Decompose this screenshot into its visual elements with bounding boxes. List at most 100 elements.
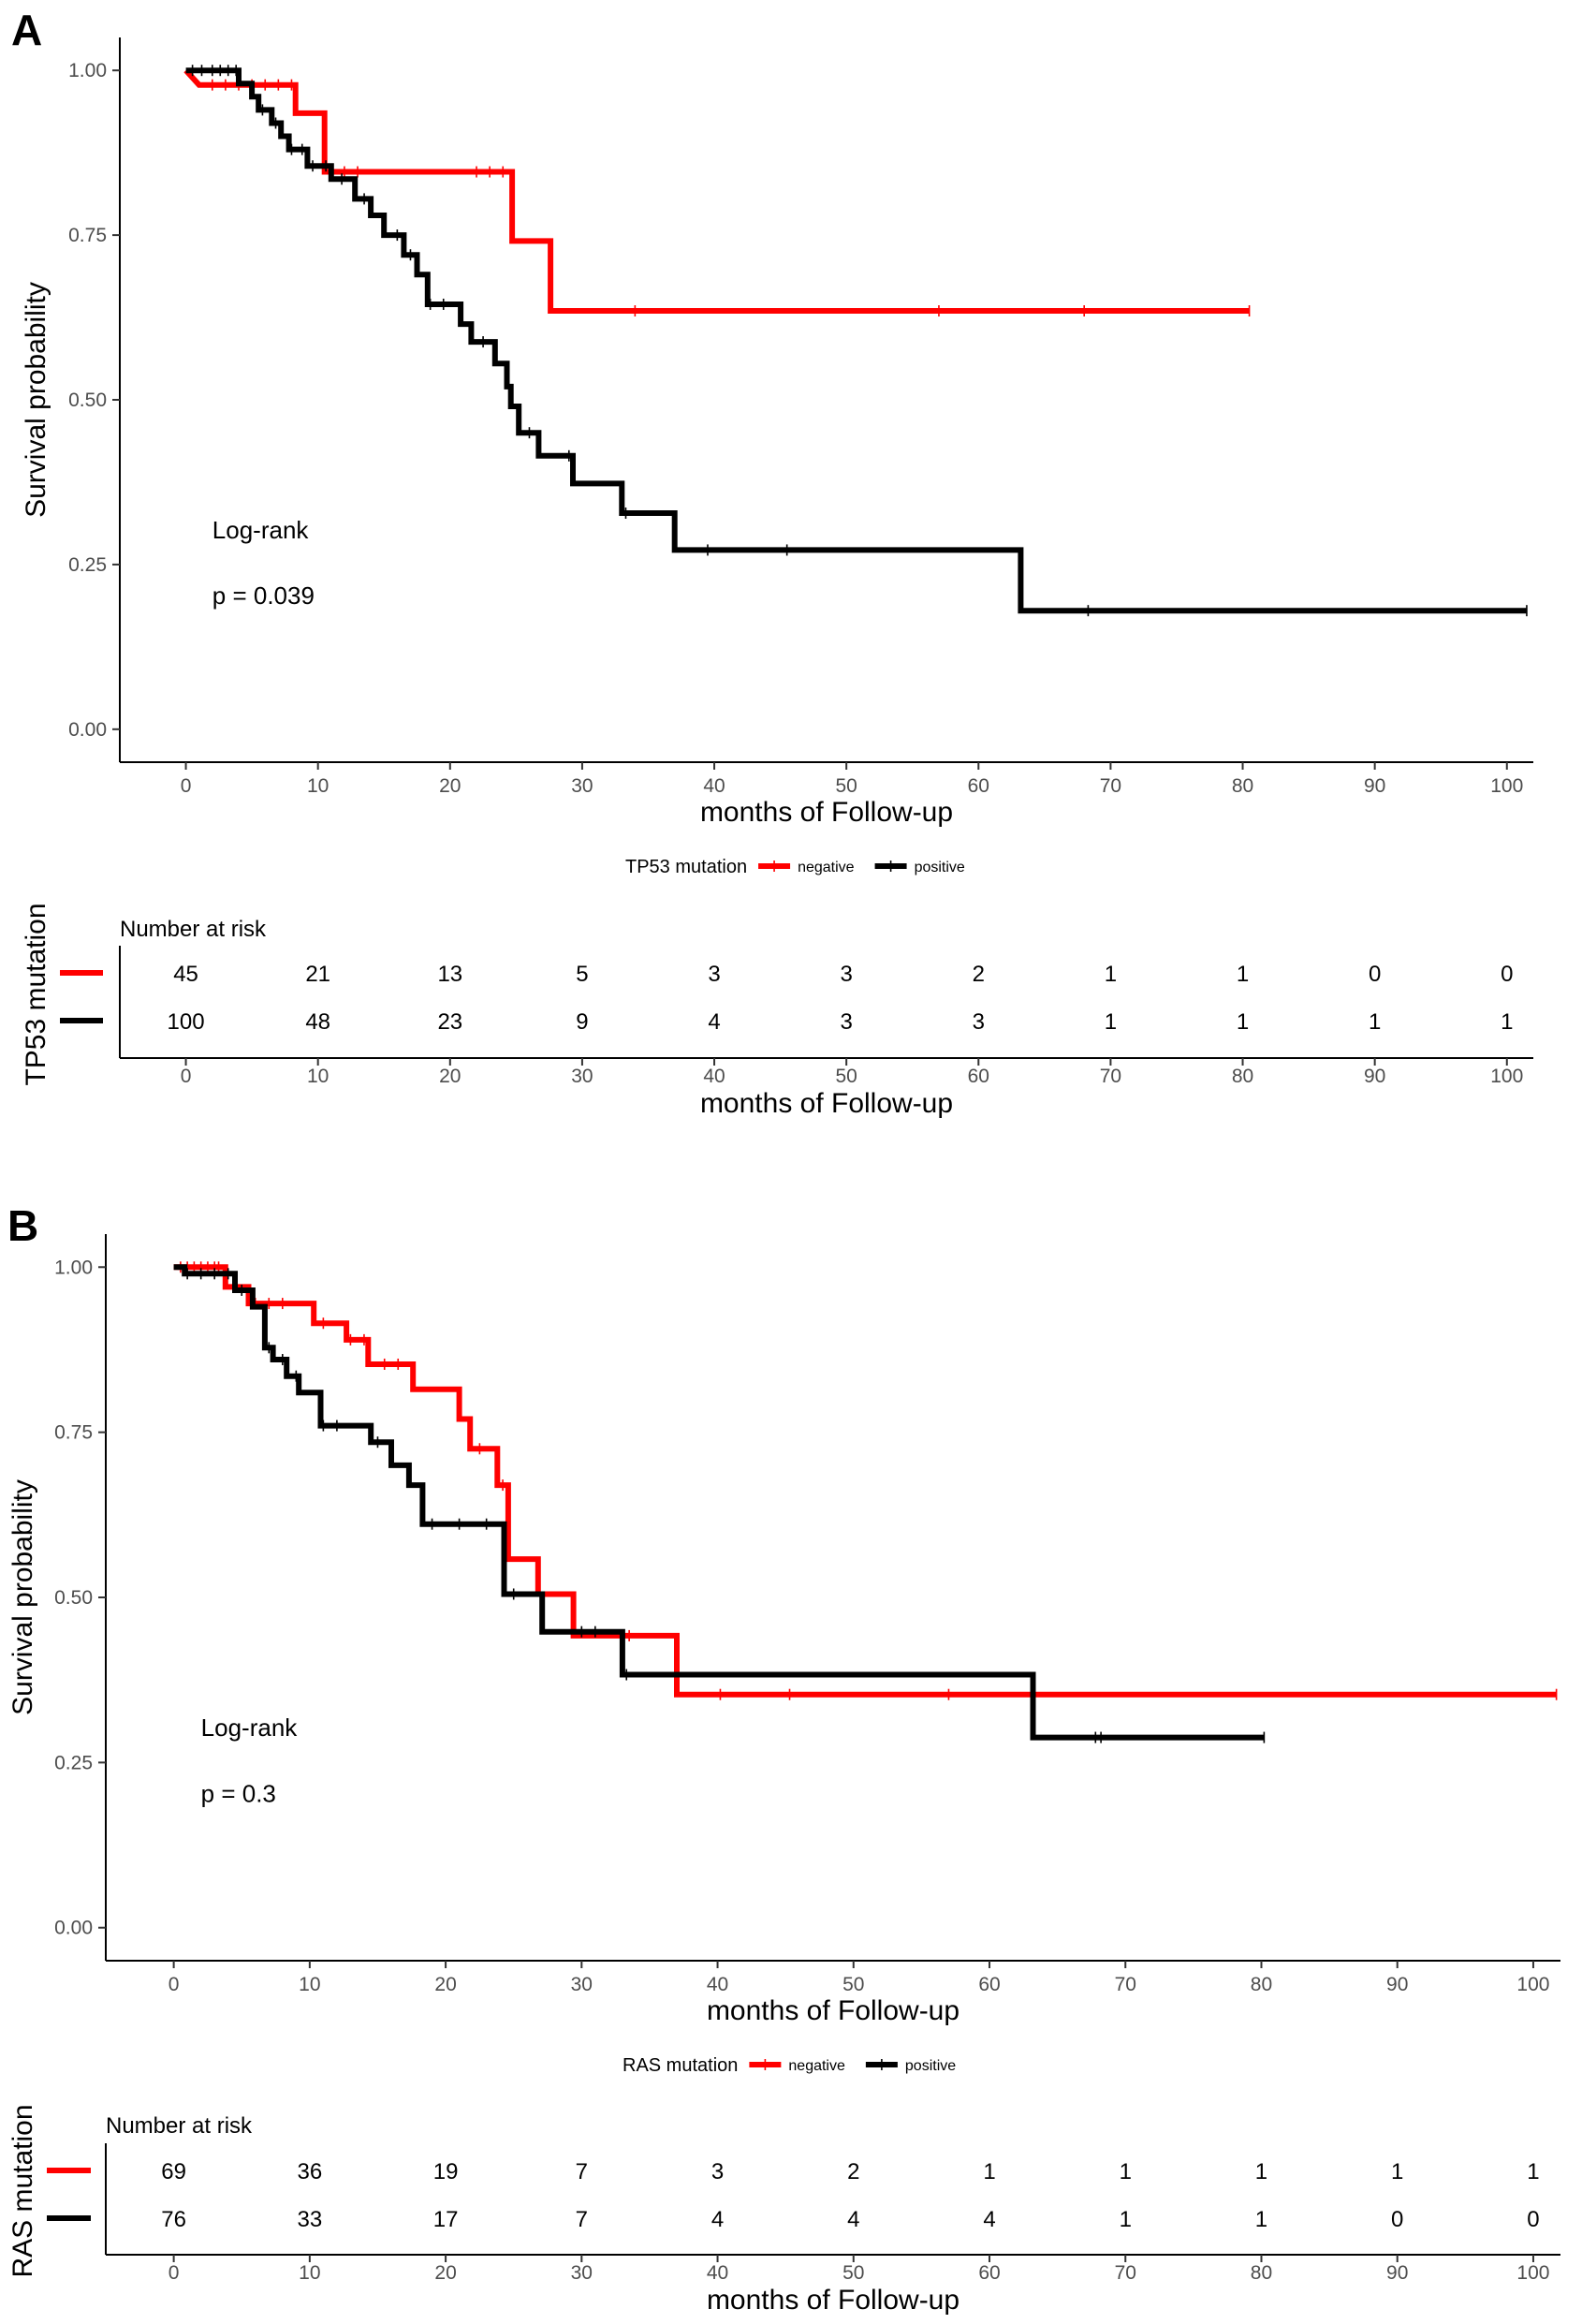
legend-label-positive: positive — [915, 860, 965, 875]
legend-title: TP53 mutation — [625, 857, 747, 877]
risk-x-tick-label: 80 — [1232, 1066, 1253, 1087]
x-axis-title: months of Follow-up — [700, 797, 953, 828]
x-tick-label: 80 — [1232, 775, 1253, 797]
risk-count-negative: 1 — [983, 2159, 995, 2184]
risk-count-negative: 1 — [1120, 2159, 1132, 2184]
test-label: Log-rank — [201, 1714, 299, 1742]
risk-x-tick-label: 10 — [307, 1066, 329, 1087]
x-tick-label: 70 — [1100, 775, 1121, 797]
risk-count-negative: 45 — [173, 962, 198, 987]
risk-count-negative: 36 — [297, 2159, 322, 2184]
risk-count-positive: 1 — [1237, 1009, 1249, 1035]
risk-count-positive: 23 — [437, 1009, 462, 1035]
y-tick-label: 0.00 — [68, 719, 107, 741]
risk-x-tick-label: 60 — [968, 1066, 989, 1087]
p-value: p = 0.039 — [212, 581, 315, 610]
risk-count-positive: 33 — [297, 2207, 322, 2232]
risk-count-negative: 1 — [1527, 2159, 1539, 2184]
survival-curve-positive — [173, 1264, 1265, 1741]
risk-count-positive: 1 — [1120, 2207, 1132, 2232]
risk-count-negative: 7 — [576, 2159, 588, 2184]
x-tick-label: 90 — [1386, 1974, 1408, 1995]
x-tick-label: 20 — [434, 1974, 456, 1995]
panel-letter: B — [7, 1201, 38, 1250]
x-tick-label: 0 — [168, 1974, 180, 1995]
legend-label-negative: negative — [788, 2058, 845, 2074]
risk-count-positive: 3 — [973, 1009, 985, 1035]
risk-count-positive: 9 — [576, 1009, 588, 1035]
risk-count-positive: 17 — [433, 2207, 459, 2232]
risk-count-negative: 0 — [1501, 962, 1513, 987]
risk-count-negative: 1 — [1237, 962, 1249, 987]
x-axis-title: months of Follow-up — [707, 1995, 959, 2026]
x-tick-label: 30 — [571, 1974, 593, 1995]
risk-count-positive: 4 — [708, 1009, 720, 1035]
risk-x-axis-title: months of Follow-up — [707, 2285, 959, 2316]
risk-x-axis-title: months of Follow-up — [700, 1088, 953, 1119]
y-tick-label: 0.50 — [54, 1587, 93, 1609]
risk-x-tick-label: 20 — [434, 2262, 456, 2284]
x-tick-label: 60 — [968, 775, 989, 797]
x-tick-label: 60 — [978, 1974, 1000, 1995]
risk-count-negative: 3 — [840, 962, 852, 987]
risk-group-label: TP53 mutation — [21, 903, 51, 1085]
risk-count-negative: 1 — [1255, 2159, 1267, 2184]
test-label: Log-rank — [212, 516, 310, 544]
risk-x-tick-label: 50 — [842, 2262, 864, 2284]
panel-letter: A — [11, 6, 42, 54]
risk-count-negative: 2 — [847, 2159, 859, 2184]
risk-count-negative: 5 — [576, 962, 588, 987]
risk-table: Number at risk 69 36 19 7 3 2 1 1 1 1 1 76 33 17 7 4 4 4 1 1… — [7, 2104, 1560, 2316]
survival-curve-negative — [183, 68, 1250, 314]
x-tick-label: 40 — [703, 775, 725, 797]
risk-x-tick-label: 40 — [707, 2262, 728, 2284]
risk-count-negative: 3 — [711, 2159, 724, 2184]
risk-count-positive: 7 — [576, 2207, 588, 2232]
risk-count-negative: 2 — [973, 962, 985, 987]
x-tick-label: 90 — [1364, 775, 1385, 797]
y-tick-label: 0.00 — [54, 1918, 93, 1939]
y-tick-label: 1.00 — [68, 60, 107, 81]
risk-count-positive: 1 — [1105, 1009, 1117, 1035]
risk-count-positive: 1 — [1369, 1009, 1381, 1035]
risk-x-tick-label: 20 — [439, 1066, 461, 1087]
x-tick-label: 80 — [1251, 1974, 1272, 1995]
x-tick-label: 100 — [1516, 1974, 1549, 1995]
risk-x-tick-label: 0 — [168, 2262, 180, 2284]
risk-x-tick-label: 30 — [571, 2262, 593, 2284]
risk-count-positive: 4 — [711, 2207, 724, 2232]
legend-label-positive: positive — [905, 2058, 956, 2074]
risk-x-tick-label: 50 — [835, 1066, 857, 1087]
risk-x-tick-label: 90 — [1364, 1066, 1385, 1087]
x-tick-label: 10 — [307, 775, 329, 797]
risk-count-negative: 13 — [437, 962, 462, 987]
risk-x-tick-label: 90 — [1386, 2262, 1408, 2284]
risk-x-tick-label: 60 — [978, 2262, 1000, 2284]
risk-count-negative: 19 — [433, 2159, 459, 2184]
risk-x-tick-label: 80 — [1251, 2262, 1272, 2284]
y-tick-label: 1.00 — [54, 1257, 93, 1278]
risk-count-negative: 1 — [1391, 2159, 1403, 2184]
risk-count-negative: 1 — [1105, 962, 1117, 987]
risk-count-negative: 0 — [1369, 962, 1381, 987]
risk-count-positive: 48 — [305, 1009, 330, 1035]
risk-count-negative: 3 — [708, 962, 720, 987]
x-tick-label: 100 — [1490, 775, 1523, 797]
risk-x-tick-label: 40 — [703, 1066, 725, 1087]
risk-count-positive: 4 — [983, 2207, 995, 2232]
risk-count-positive: 76 — [161, 2207, 186, 2232]
risk-count-positive: 0 — [1391, 2207, 1403, 2232]
risk-x-tick-label: 70 — [1100, 1066, 1121, 1087]
risk-x-tick-label: 100 — [1516, 2262, 1549, 2284]
y-axis-title: Survival probability — [21, 282, 51, 518]
x-tick-label: 30 — [571, 775, 593, 797]
risk-x-tick-label: 100 — [1490, 1066, 1523, 1087]
risk-table-title: Number at risk — [106, 2113, 253, 2139]
risk-x-tick-label: 70 — [1115, 2262, 1136, 2284]
risk-table-title: Number at risk — [120, 917, 267, 942]
x-tick-label: 0 — [181, 775, 192, 797]
risk-count-positive: 1 — [1501, 1009, 1513, 1035]
x-tick-label: 50 — [842, 1974, 864, 1995]
